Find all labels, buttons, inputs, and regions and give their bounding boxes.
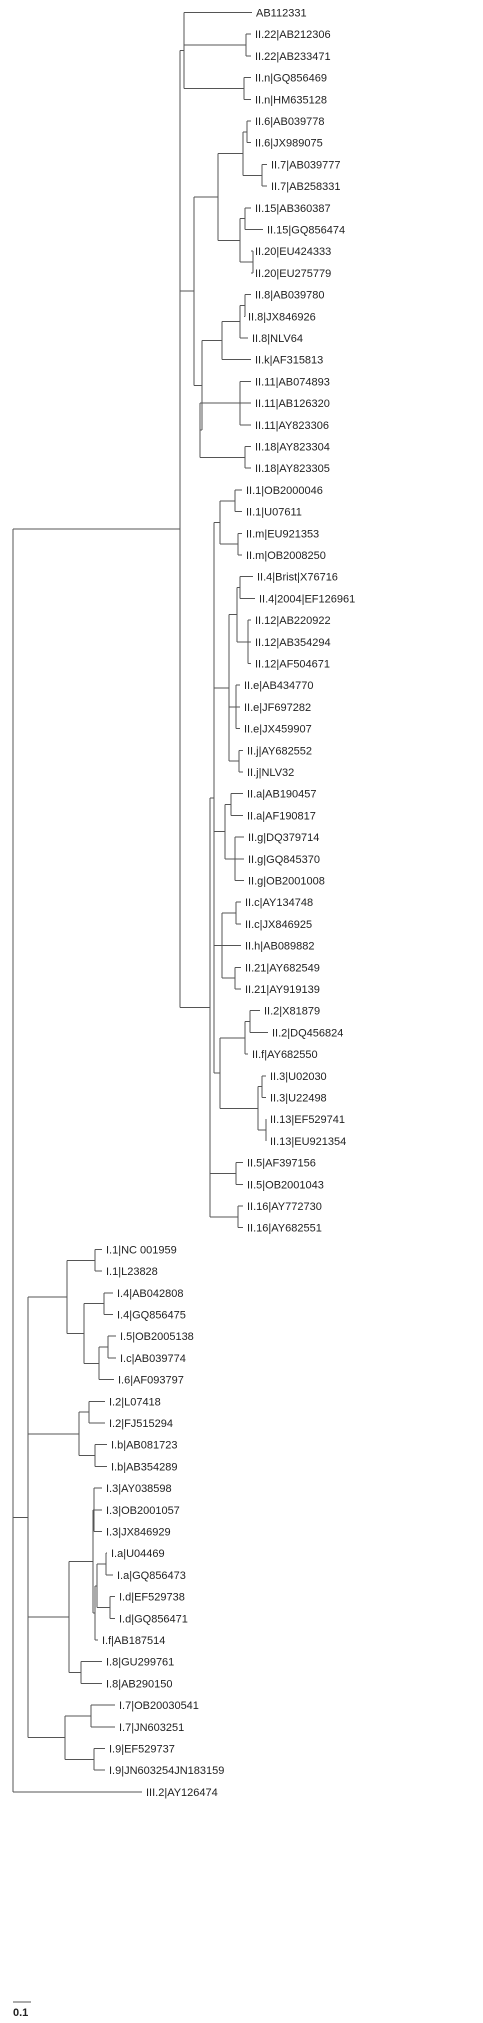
leaf-label: II.4|Brist|X76716 xyxy=(257,572,338,584)
leaf-label: II.13|EU921354 xyxy=(270,1136,346,1148)
leaf-label: I.d|EF529738 xyxy=(119,1592,185,1604)
leaf-label: II.8|NLV64 xyxy=(252,333,303,345)
leaf-label: II.12|AB354294 xyxy=(255,637,331,649)
leaf-label: I.6|AF093797 xyxy=(118,1375,184,1387)
leaf-label: II.11|AY823306 xyxy=(255,420,329,432)
leaf-label: I.d|GQ856471 xyxy=(119,1613,188,1625)
leaf-label: II.3|U22498 xyxy=(270,1093,327,1105)
leaf-label: II.e|AB434770 xyxy=(244,680,314,692)
leaf-label: I.4|AB042808 xyxy=(117,1288,183,1300)
leaf-label: II.c|AY134748 xyxy=(245,897,313,909)
leaf-label: II.a|AF190817 xyxy=(247,810,316,822)
leaf-label: I.c|AB039774 xyxy=(120,1353,186,1365)
leaf-label: II.20|EU275779 xyxy=(255,268,331,280)
leaf-label: I.8|AB290150 xyxy=(106,1678,172,1690)
leaf-label: I.9|EF529737 xyxy=(109,1744,175,1756)
leaf-label: II.16|AY772730 xyxy=(247,1201,322,1213)
leaf-label: II.h|AB089882 xyxy=(245,941,315,953)
leaf-label: II.5|AF397156 xyxy=(247,1158,316,1170)
leaf-label: II.6|AB039778 xyxy=(255,116,325,128)
leaf-label: II.15|GQ856474 xyxy=(267,225,345,237)
leaf-label: I.7|JN603251 xyxy=(119,1722,184,1734)
leaf-label: I.3|AY038598 xyxy=(106,1483,172,1495)
leaf-label: II.16|AY682551 xyxy=(247,1223,322,1235)
leaf-label: II.4|2004|EF126961 xyxy=(259,593,355,605)
leaf-label: II.g|OB2001008 xyxy=(248,876,325,888)
leaf-label: I.2|L07418 xyxy=(109,1396,161,1408)
scale-bar: 0.1 xyxy=(13,2001,31,2019)
leaf-label: II.2|X81879 xyxy=(264,1006,320,1018)
leaf-label: I.3|OB2001057 xyxy=(106,1505,180,1517)
leaf-labels: AB112331 II.22|AB212306 II.22|AB233471 II.n… xyxy=(102,8,355,1799)
leaf-label: I.a|GQ856473 xyxy=(117,1570,186,1582)
leaf-label: II.22|AB212306 xyxy=(255,29,331,41)
leaf-label: I.a|U04469 xyxy=(111,1548,165,1560)
leaf-label: II.13|EF529741 xyxy=(270,1114,345,1126)
leaf-label: I.8|GU299761 xyxy=(106,1657,174,1669)
leaf-label: II.j|NLV32 xyxy=(247,767,294,779)
leaf-label: I.2|FJ515294 xyxy=(109,1418,173,1430)
leaf-label: III.2|AY126474 xyxy=(146,1787,218,1799)
leaf-label: II.f|AY682550 xyxy=(252,1049,318,1061)
leaf-label: AB112331 xyxy=(256,8,307,20)
leaf-label: II.12|AF504671 xyxy=(255,659,330,671)
leaf-label: II.e|JX459907 xyxy=(244,724,312,736)
leaf-label: II.k|AF315813 xyxy=(255,355,323,367)
leaf-label: II.m|EU921353 xyxy=(246,528,319,540)
leaf-label: II.20|EU424333 xyxy=(255,246,331,258)
leaf-label: II.8|JX846926 xyxy=(248,311,316,323)
leaf-label: II.11|AB074893 xyxy=(255,376,330,388)
leaf-label: I.1|NC 001959 xyxy=(106,1244,177,1256)
leaf-label: I.b|AB081723 xyxy=(111,1440,177,1452)
leaf-label: I.7|OB20030541 xyxy=(119,1700,199,1712)
leaf-label: I.4|GQ856475 xyxy=(117,1310,186,1322)
leaf-label: II.3|U02030 xyxy=(270,1071,327,1083)
leaf-label: II.18|AY823305 xyxy=(255,463,330,475)
leaf-label: II.2|DQ456824 xyxy=(272,1027,343,1039)
leaf-label: II.g|GQ845370 xyxy=(248,854,320,866)
leaf-label: II.n|HM635128 xyxy=(255,94,327,106)
leaf-label: I.b|AB354289 xyxy=(111,1461,177,1473)
leaf-label: I.1|L23828 xyxy=(106,1266,158,1278)
leaf-label: II.15|AB360387 xyxy=(255,203,331,215)
leaf-label: II.n|GQ856469 xyxy=(255,73,327,85)
leaf-label: II.21|AY919139 xyxy=(245,984,320,996)
leaf-label: II.e|JF697282 xyxy=(244,702,311,714)
leaf-label: II.22|AB233471 xyxy=(255,51,331,63)
leaf-label: II.6|JX989075 xyxy=(255,138,323,150)
leaf-label: II.5|OB2001043 xyxy=(247,1179,324,1191)
tree-branches xyxy=(12,12,268,1793)
leaf-label: I.f|AB187514 xyxy=(102,1635,165,1647)
leaf-label: I.9|JN603254JN183159 xyxy=(109,1765,224,1777)
leaf-label: II.11|AB126320 xyxy=(255,398,330,410)
leaf-label: II.7|AB258331 xyxy=(271,181,341,193)
leaf-label: II.g|DQ379714 xyxy=(248,832,319,844)
leaf-label: II.m|OB2008250 xyxy=(246,550,326,562)
leaf-label: II.1|U07611 xyxy=(246,507,302,519)
leaf-label: II.j|AY682552 xyxy=(247,745,312,757)
leaf-label: II.7|AB039777 xyxy=(271,159,341,171)
leaf-label: II.12|AB220922 xyxy=(255,615,331,627)
leaf-label: I.5|OB2005138 xyxy=(120,1331,194,1343)
leaf-label: II.8|AB039780 xyxy=(255,290,325,302)
leaf-label: II.21|AY682549 xyxy=(245,962,320,974)
leaf-label: II.c|JX846925 xyxy=(245,919,312,931)
scale-bar-label: 0.1 xyxy=(13,2007,28,2019)
leaf-label: II.1|OB2000046 xyxy=(246,485,323,497)
leaf-label: I.3|JX846929 xyxy=(106,1527,171,1539)
leaf-label: II.18|AY823304 xyxy=(255,442,330,454)
leaf-label: II.a|AB190457 xyxy=(247,789,317,801)
